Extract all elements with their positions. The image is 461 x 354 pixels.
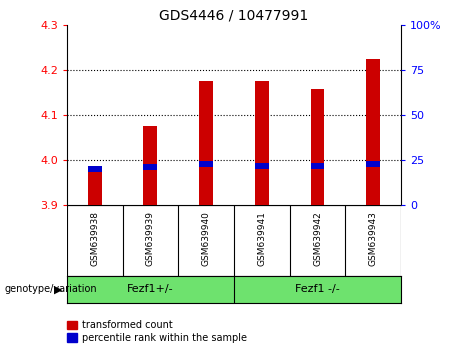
Text: Fezf1+/-: Fezf1+/-	[127, 284, 174, 295]
Bar	[88, 171, 102, 205]
Text: genotype/variation: genotype/variation	[5, 284, 97, 295]
Text: GSM639940: GSM639940	[201, 211, 211, 266]
Bar	[311, 163, 325, 169]
Bar	[199, 161, 213, 167]
Bar	[311, 89, 325, 205]
Bar	[255, 163, 269, 169]
Bar	[143, 165, 157, 170]
Text: GSM639943: GSM639943	[369, 211, 378, 266]
Bar	[88, 166, 102, 172]
Text: GSM639938: GSM639938	[90, 211, 99, 266]
Legend: transformed count, percentile rank within the sample: transformed count, percentile rank withi…	[67, 320, 247, 343]
Bar	[255, 81, 269, 205]
Text: GSM639942: GSM639942	[313, 211, 322, 266]
Title: GDS4446 / 10477991: GDS4446 / 10477991	[160, 8, 308, 22]
Bar	[199, 81, 213, 205]
Text: GSM639941: GSM639941	[257, 211, 266, 266]
Bar	[366, 161, 380, 167]
Bar	[143, 126, 157, 205]
Bar	[366, 59, 380, 205]
Text: Fezf1 -/-: Fezf1 -/-	[295, 284, 340, 295]
Text: GSM639939: GSM639939	[146, 211, 155, 266]
Text: ▶: ▶	[54, 284, 62, 295]
